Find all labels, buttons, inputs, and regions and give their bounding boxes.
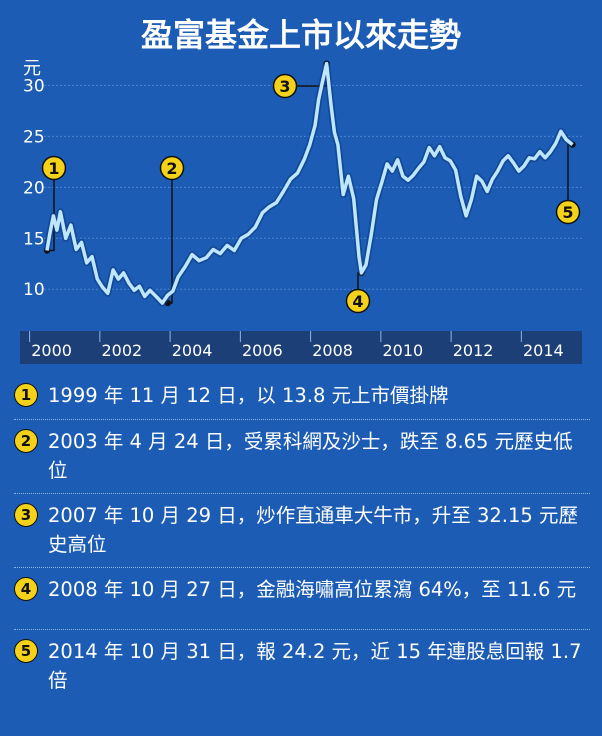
- price-series: [43, 60, 575, 307]
- note-badge-5: 5: [14, 639, 38, 663]
- x-tick-label-2006: 2006: [242, 341, 283, 360]
- price-line-shadow: [43, 60, 575, 307]
- callout-badge-number-5: 5: [562, 203, 573, 222]
- x-tick-label-2008: 2008: [312, 341, 353, 360]
- x-tick-label-2004: 2004: [172, 341, 213, 360]
- note-badge-3: 3: [14, 503, 38, 527]
- note-badge-4: 4: [14, 577, 38, 601]
- x-tick-label-2014: 2014: [523, 341, 564, 360]
- x-axis-ticks: 2000 2002 2004 2006 2008 2010 2012 2014: [29, 331, 564, 360]
- note-text-4: 2008 年 10 月 27 日，金融海嘯高位累瀉 64%，至 11.6 元: [48, 578, 577, 601]
- note-item-5: 5 2014 年 10 月 31 日，報 24.2 元，近 15 年連股息回報 …: [14, 630, 590, 703]
- x-axis-band: [20, 331, 582, 364]
- price-line: [45, 61, 574, 305]
- callout-badge-3: [272, 73, 298, 99]
- callout-badge-1: [41, 155, 67, 181]
- callout-lines: [43, 60, 576, 307]
- note-text-5: 2014 年 10 月 31 日，報 24.2 元，近 15 年連股息回報 1.…: [48, 640, 582, 692]
- note-text-1: 1999 年 11 月 12 日，以 13.8 元上市價掛牌: [48, 384, 449, 407]
- x-tick-label-2000: 2000: [31, 341, 72, 360]
- x-tick-label-2012: 2012: [453, 341, 494, 360]
- y-axis-unit-label: 元: [23, 58, 41, 79]
- x-tick-label-2010: 2010: [383, 341, 424, 360]
- chart-title: 盈富基金上市以來走勢: [141, 16, 461, 54]
- note-text-2: 2003 年 4 月 24 日，受累科網及沙士，跌至 8.65 元歷史低位: [48, 430, 573, 482]
- callout-badge-number-1: 1: [48, 159, 59, 178]
- callout-badge-4: [345, 288, 371, 314]
- callout-line-2: [167, 180, 173, 304]
- callout-line-5: [567, 143, 573, 200]
- notes-list: 1 1999 年 11 月 12 日，以 13.8 元上市價掛牌 2 2003 …: [14, 374, 590, 703]
- y-axis-ticks: 30 25 20 15 10: [23, 76, 45, 300]
- note-badge-1: 1: [14, 383, 38, 407]
- callout-badges: 1 2 3 4 5: [41, 73, 581, 314]
- x-tick-label-2002: 2002: [102, 341, 143, 360]
- note-item-4: 4 2008 年 10 月 27 日，金融海嘯高位累瀉 64%，至 11.6 元: [14, 568, 590, 630]
- callout-badge-number-2: 2: [166, 159, 177, 178]
- callout-badge-number-3: 3: [279, 77, 290, 96]
- note-badge-2: 2: [14, 429, 38, 453]
- y-tick-label-10: 10: [23, 280, 45, 300]
- note-item-3: 3 2007 年 10 月 29 日，炒作直通車大牛市，升至 32.15 元歷史…: [14, 494, 590, 568]
- y-tick-label-15: 15: [23, 229, 45, 249]
- callout-badge-5: [555, 199, 581, 225]
- note-text-3: 2007 年 10 月 29 日，炒作直通車大牛市，升至 32.15 元歷史高位: [48, 504, 578, 556]
- callout-badge-2: [159, 155, 185, 181]
- y-tick-label-30: 30: [23, 76, 45, 96]
- note-item-1: 1 1999 年 11 月 12 日，以 13.8 元上市價掛牌: [14, 374, 590, 420]
- y-tick-label-25: 25: [23, 127, 45, 147]
- callout-badge-number-4: 4: [352, 292, 363, 311]
- y-tick-label-20: 20: [23, 178, 45, 198]
- note-item-2: 2 2003 年 4 月 24 日，受累科網及沙士，跌至 8.65 元歷史低位: [14, 420, 590, 494]
